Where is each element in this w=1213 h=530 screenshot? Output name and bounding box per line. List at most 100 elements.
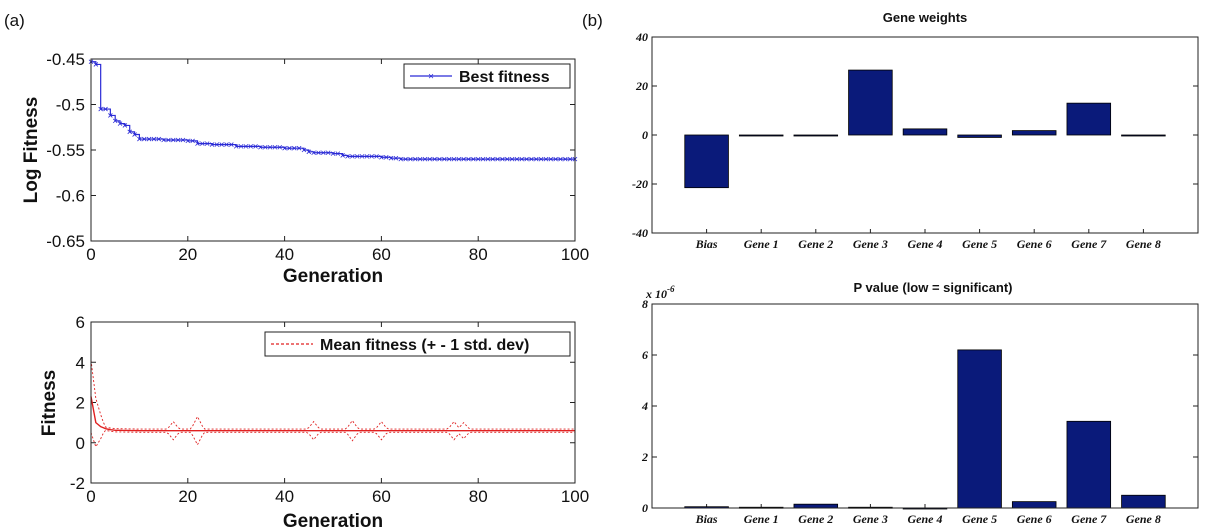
x-tick-label: 0 xyxy=(86,487,95,506)
best-fitness-marker xyxy=(233,144,239,149)
best-fitness-marker xyxy=(504,156,510,162)
x-tick-label: Bias xyxy=(695,237,718,251)
best-fitness-marker xyxy=(485,156,491,162)
best-fitness-marker xyxy=(529,156,534,162)
panel-label-b: (b) xyxy=(582,11,603,30)
best-fitness-marker xyxy=(282,145,287,151)
y-tick-label: 0 xyxy=(642,128,648,142)
y-tick-label: -0.5 xyxy=(56,96,85,115)
mean-fitness-legend-box xyxy=(264,331,571,357)
best-fitness-marker xyxy=(311,150,316,156)
best-fitness-marker xyxy=(325,150,331,156)
best-fitness-marker xyxy=(471,156,476,162)
p-value-title: P value (low = significant) xyxy=(853,280,1012,295)
best-fitness-x-axis-label: Generation xyxy=(283,266,383,287)
bar xyxy=(1121,134,1166,137)
best-fitness-marker xyxy=(388,155,394,161)
x-tick-label: 20 xyxy=(178,487,197,506)
mean-fitness-legend-label: Mean fitness (+ - 1 std. dev) xyxy=(320,337,529,354)
best-fitness-marker xyxy=(258,144,263,150)
y-tick-label: 20 xyxy=(635,79,648,93)
best-fitness-y-axis-label: Log Fitness xyxy=(21,97,42,204)
best-fitness-marker xyxy=(108,113,113,118)
best-fitness-marker xyxy=(224,142,229,147)
best-fitness-marker xyxy=(350,154,355,159)
bar xyxy=(902,128,948,136)
bar xyxy=(1121,494,1166,509)
best-fitness-marker xyxy=(446,156,452,162)
best-fitness-legend-label: Best fitness xyxy=(459,69,550,86)
bar xyxy=(793,134,839,137)
panel-label-a: (a) xyxy=(4,11,25,30)
best-fitness-marker xyxy=(524,156,529,162)
best-fitness-marker xyxy=(412,156,418,162)
best-fitness-marker xyxy=(112,118,118,124)
bar xyxy=(684,134,729,189)
y-tick-label: 2 xyxy=(76,394,85,413)
best-fitness-marker xyxy=(122,123,128,128)
p-value-y-multiplier: x 10-6 xyxy=(645,284,675,301)
x-tick-label: 100 xyxy=(561,487,589,506)
best-fitness-marker xyxy=(146,136,152,142)
best-fitness-marker xyxy=(456,156,462,162)
y-tick-label: -0.6 xyxy=(56,187,85,206)
mean-fitness-y-axis-label: Fitness xyxy=(39,370,60,437)
best-fitness-marker xyxy=(437,156,442,162)
p-value-bars xyxy=(684,349,1166,510)
best-fitness-marker xyxy=(359,154,365,159)
x-tick-label: Gene 1 xyxy=(744,237,779,251)
x-tick-label: Gene 2 xyxy=(798,512,833,526)
bar xyxy=(1066,420,1112,509)
best-fitness-marker xyxy=(277,144,283,150)
best-fitness-marker xyxy=(422,156,428,162)
bar xyxy=(957,134,1002,138)
best-fitness-marker xyxy=(209,142,215,147)
y-tick-label: 6 xyxy=(642,348,648,362)
best-fitness-marker xyxy=(117,121,123,126)
best-fitness-marker xyxy=(243,144,249,149)
x-tick-label: Gene 4 xyxy=(908,237,943,251)
best-fitness-marker xyxy=(301,147,307,153)
x-tick-label: 60 xyxy=(372,487,391,506)
gene-weights-bars xyxy=(684,69,1166,189)
x-tick-label: 60 xyxy=(372,245,391,264)
gene-weights-axes-frame xyxy=(651,36,1199,234)
best-fitness-marker xyxy=(345,154,350,159)
best-fitness-marker xyxy=(432,156,437,162)
best-fitness-marker xyxy=(451,156,457,162)
best-fitness-marker xyxy=(548,156,554,162)
x-tick-label: Gene 7 xyxy=(1071,237,1107,251)
best-fitness-marker xyxy=(321,150,326,156)
x-tick-label: Gene 6 xyxy=(1017,512,1052,526)
y-tick-label: -2 xyxy=(70,474,85,493)
x-tick-label: Gene 8 xyxy=(1126,512,1161,526)
x-tick-label: Gene 2 xyxy=(798,237,833,251)
best-fitness-marker xyxy=(316,150,321,156)
best-fitness-marker xyxy=(403,156,408,162)
best-fitness-marker xyxy=(200,141,205,146)
best-fitness-marker xyxy=(306,149,312,155)
best-fitness-marker xyxy=(137,136,142,142)
best-fitness-marker xyxy=(180,137,186,143)
best-fitness-marker xyxy=(296,145,302,151)
best-fitness-ticks: 0 20 40 60 80 100 -0.65 -0.6 -0.55 -0.5 -0.45 xyxy=(46,50,589,264)
y-tick-label: -0.55 xyxy=(46,141,85,160)
best-fitness-marker xyxy=(219,142,224,147)
y-tick-label: 8 xyxy=(642,297,648,311)
p-value-y-multiplier-exponent: -6 xyxy=(667,284,675,294)
best-fitness-marker xyxy=(98,106,103,112)
p-value-axes-frame xyxy=(651,303,1199,509)
p-value-ticks: 0 2 4 6 8 Bias Gene 1 Gene 2 Gene 3 Gene 4 Gene 5 G… xyxy=(641,297,1198,526)
best-fitness-marker xyxy=(229,142,234,147)
bar xyxy=(1011,501,1057,509)
x-tick-label: 80 xyxy=(469,245,488,264)
best-fitness-marker xyxy=(533,156,539,162)
bar xyxy=(957,349,1002,509)
best-fitness-marker xyxy=(514,156,520,162)
best-fitness-marker xyxy=(262,144,268,150)
mean-fitness-series xyxy=(90,360,575,448)
x-tick-label: 40 xyxy=(275,487,294,506)
bar xyxy=(848,69,893,136)
